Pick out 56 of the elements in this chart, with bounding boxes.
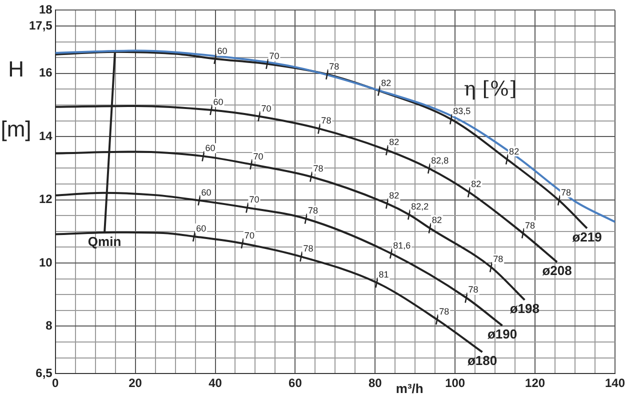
text: H [m] — [0, 56, 32, 142]
y-tick-label: 16 — [38, 66, 53, 80]
annotation: 82 — [432, 215, 442, 226]
x-tick-label: 20 — [128, 376, 142, 390]
y-tick-label: 8 — [46, 318, 53, 333]
annotation: 81 — [378, 270, 389, 280]
annotation: 83,5 — [453, 106, 471, 116]
annotation: 82 — [389, 190, 400, 201]
annotation: 78 — [321, 116, 332, 126]
y-tick-label: 18 — [38, 2, 53, 17]
annotation: 78 — [525, 220, 536, 230]
annotation: 60 — [217, 46, 228, 56]
series-label: Qmin — [88, 234, 122, 250]
y-tick-label: 14 — [38, 128, 53, 143]
annotation: 82 — [389, 137, 400, 148]
y-tick-label: 17,5 — [28, 18, 53, 32]
x-axis-title: m³/h — [396, 381, 424, 396]
x-tick-label: 120 — [525, 376, 546, 390]
annotation: η [%] — [464, 76, 517, 100]
annotation: 70 — [269, 50, 280, 61]
annotation: 82 — [381, 78, 392, 88]
annotation: 81,6 — [393, 240, 411, 251]
annotation: 82,8 — [431, 156, 449, 166]
annotation: 70 — [253, 151, 264, 162]
annotation: 70 — [261, 103, 272, 114]
series-label: ø180 — [467, 353, 498, 368]
x-tick-label: 0 — [52, 376, 60, 390]
annotation: 82,2 — [411, 202, 429, 212]
series-label: ø198 — [510, 301, 540, 316]
x-tick-label: 100 — [445, 376, 466, 390]
annotation: 60 — [196, 223, 206, 234]
annotation: 78 — [439, 306, 450, 317]
annotation: 78 — [561, 187, 572, 198]
annotation: 70 — [249, 194, 260, 205]
series-label: ø219 — [572, 229, 602, 244]
annotation: 78 — [308, 206, 318, 216]
series-label: ø190 — [487, 326, 518, 342]
annotation: 78 — [329, 61, 340, 72]
annotation: 70 — [244, 230, 254, 240]
y-tick-label: 12 — [38, 192, 53, 206]
series-label: ø208 — [542, 263, 572, 278]
x-tick-label: 140 — [604, 376, 626, 390]
x-tick-label: 60 — [288, 376, 302, 390]
annotation: 78 — [313, 164, 324, 174]
annotation: 78 — [303, 244, 314, 254]
x-tick-label: 80 — [368, 376, 382, 390]
y-tick-label: 6,5 — [36, 366, 53, 380]
annotation: 60 — [205, 143, 216, 154]
annotation: 60 — [201, 187, 212, 198]
annotation: 82 — [509, 146, 520, 156]
y-tick-label: 10 — [38, 255, 53, 270]
x-tick-label: 40 — [208, 376, 222, 390]
annotation: 78 — [493, 254, 504, 264]
annotation: 82 — [471, 179, 482, 190]
annotation: 78 — [468, 284, 478, 295]
annotation: 60 — [213, 97, 224, 108]
